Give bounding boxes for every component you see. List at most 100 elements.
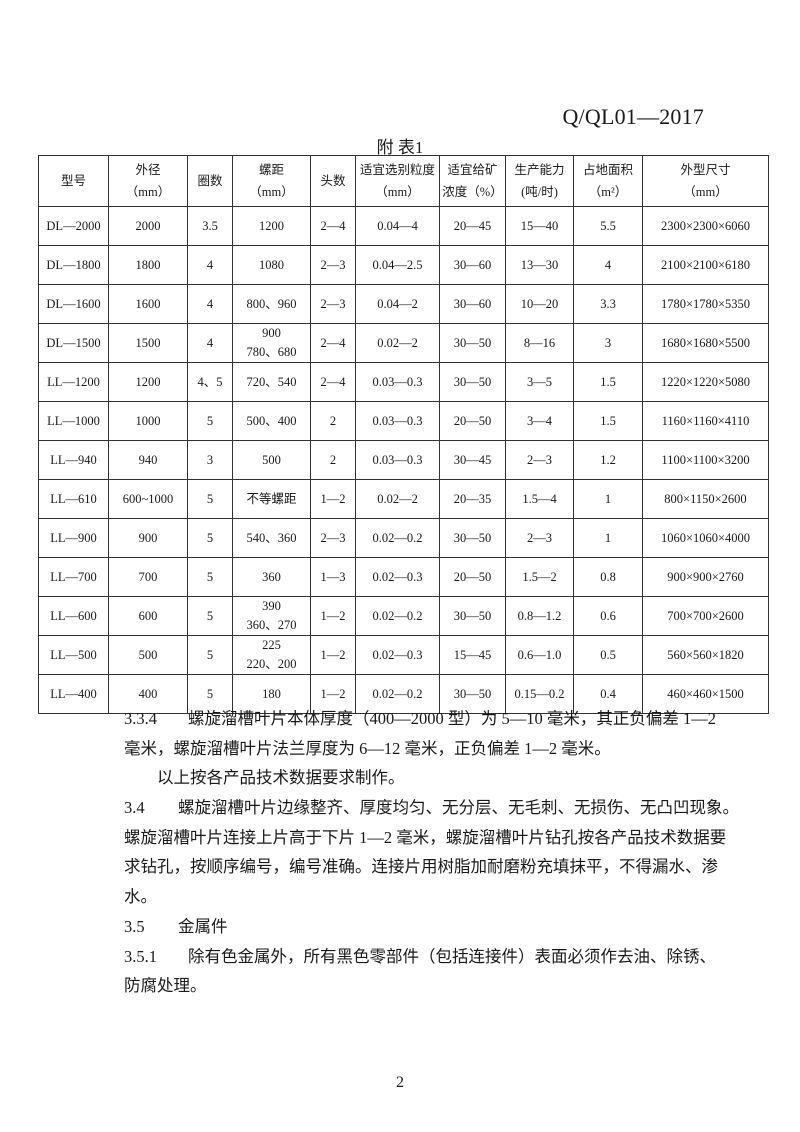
- table-cell: 500: [232, 440, 311, 480]
- table-cell: 3: [187, 440, 233, 480]
- table-cell: LL—1200: [38, 362, 109, 402]
- table-cell: 5: [187, 479, 233, 519]
- table-cell: 1200: [232, 206, 311, 246]
- column-header-line: 外型尺寸: [680, 163, 731, 177]
- table-cell: LL—940: [38, 440, 109, 480]
- column-header-line: 螺距: [258, 163, 284, 177]
- table-cell: 500、400: [232, 401, 311, 441]
- table-cell: LL—600: [38, 596, 109, 636]
- table-cell: 5.5: [573, 206, 643, 246]
- table-cell: 2—4: [310, 206, 356, 246]
- section-number: 3.5.1: [124, 946, 157, 966]
- column-header-line: 型号: [60, 174, 86, 188]
- table-caption: 附 表1: [376, 138, 424, 157]
- table-cell: 1160×1160×4110: [642, 401, 769, 441]
- table-cell: 540、360: [232, 518, 311, 558]
- table-cell: 0.6—1.0: [505, 635, 574, 675]
- table-cell: 3: [573, 323, 643, 363]
- text-line: 求钻孔，按顺序编号，编号准确。连接片用树脂加耐磨粉充填抹平，不得漏水、渗: [124, 852, 718, 882]
- table-cell: 390 360、270: [232, 596, 311, 636]
- table-cell: 1000: [108, 401, 188, 441]
- text-line: 防腐处理。: [124, 971, 708, 1001]
- table-cell: 2—3: [505, 440, 574, 480]
- table-cell: DL—1500: [38, 323, 109, 363]
- section-number: 3.4: [124, 798, 145, 818]
- line-text: 毫米，螺旋溜槽叶片法兰厚度为 6—12 毫米，正负偏差 1—2 毫米。: [124, 738, 611, 758]
- table-row: LL—500 500 5 225 220、200 1—2 0.02—0.3 15—45 0.6…: [38, 635, 769, 675]
- table-row: LL—610 600~1000 5 不等螺距 1—2 0.02—2 20—35 1.5—4 1 8…: [38, 479, 769, 519]
- column-header-line: 适宜选别粒度: [359, 163, 435, 177]
- table-header-row: 型号 外径 （mm） 圈数 螺距 （mm） 头数 适宜选别粒度 （mm） 适宜给矿 浓度（%） 生产能…: [38, 155, 769, 207]
- table-cell: 2—3: [310, 284, 356, 324]
- table-cell: 800、960: [232, 284, 311, 324]
- table-cell: 1080: [232, 245, 311, 285]
- table-cell: LL—610: [38, 479, 109, 519]
- table-cell: 0.02—0.2: [355, 596, 440, 636]
- table-cell: 不等螺距: [232, 479, 311, 519]
- body-text: 3.3.4 螺旋溜槽叶片本体厚度（400—2000 型）为 5—10 毫米，其正负…: [124, 704, 739, 1001]
- table-cell: LL—700: [38, 557, 109, 597]
- table-cell: 1.5—4: [505, 479, 574, 519]
- table-cell: 20—50: [439, 401, 506, 441]
- table-cell: 13—30: [505, 245, 574, 285]
- table-cell: 0.03—0.3: [355, 401, 440, 441]
- line-text: 螺旋溜槽叶片本体厚度（400—2000 型）为 5—10 毫米，其正负偏差 1—…: [188, 709, 716, 728]
- table-cell: 0.04—2: [355, 284, 440, 324]
- table-cell: 30—50: [439, 518, 506, 558]
- table-cell: 225 220、200: [232, 635, 311, 675]
- column-header: 适宜给矿 浓度（%）: [439, 155, 506, 207]
- column-header-line: 圈数: [197, 174, 223, 188]
- text-line: 3.5 金属件: [124, 912, 708, 942]
- table-cell: 800×1150×2600: [642, 479, 769, 519]
- column-header: 生产能力 (吨/时): [505, 155, 574, 207]
- table-cell: LL—500: [38, 635, 109, 675]
- table-cell: 4: [573, 245, 643, 285]
- text-line: 螺旋溜槽叶片连接上片高于下片 1—2 毫米，螺旋溜槽叶片钻孔按各产品技术数据要: [124, 823, 726, 853]
- table-cell: 1.5: [573, 362, 643, 402]
- line-text: 防腐处理。: [124, 976, 207, 996]
- line-text: 金属件: [178, 916, 228, 936]
- table-cell: 2—3: [310, 245, 356, 285]
- table-cell: 1.5—2: [505, 557, 574, 597]
- table-cell: 1800: [108, 245, 188, 285]
- table-cell: 20—35: [439, 479, 506, 519]
- table-cell: 1—2: [310, 635, 356, 675]
- table-cell: 1—2: [310, 596, 356, 636]
- table-cell: 560×560×1820: [642, 635, 769, 675]
- table-cell: DL—1800: [38, 245, 109, 285]
- table-cell: 4、5: [187, 362, 233, 402]
- table-cell: 3—4: [505, 401, 574, 441]
- table-cell: LL—900: [38, 518, 109, 558]
- table-cell: 2: [310, 440, 356, 480]
- table-cell: 5: [187, 596, 233, 636]
- column-header-line: (吨/时): [521, 185, 558, 199]
- table-cell: 0.03—0.3: [355, 362, 440, 402]
- section-number: 3.5: [124, 916, 145, 936]
- table-cell: 1780×1780×5350: [642, 284, 769, 324]
- table-cell: 5: [187, 635, 233, 675]
- table-cell: 20—45: [439, 206, 506, 246]
- column-header-line: （mm）: [375, 185, 420, 199]
- column-header: 适宜选别粒度 （mm）: [355, 155, 440, 207]
- table-cell: 20—50: [439, 557, 506, 597]
- table-cell: 0.03—0.3: [355, 440, 440, 480]
- table-row: LL—1000 1000 5 500、400 2 0.03—0.3 20—50 3—4 1.5 1…: [38, 401, 769, 441]
- table-cell: 1—3: [310, 557, 356, 597]
- table-row: LL—400 400 5 180 1—2 0.02—0.2 30—50 0.15—0.2 0.4…: [38, 674, 769, 714]
- table-cell: 2—3: [505, 518, 574, 558]
- page-number: 2: [396, 1074, 404, 1091]
- column-header-line: 外径: [135, 163, 161, 177]
- line-text: 以上按各产品技术数据要求制作。: [157, 768, 405, 788]
- table-cell: 15—40: [505, 206, 574, 246]
- table-cell: 600: [108, 596, 188, 636]
- column-header-line: 浓度（%）: [442, 185, 503, 199]
- column-header-line: （m²）: [588, 185, 628, 199]
- table-cell: 0.15—0.2: [505, 674, 574, 714]
- table-cell: 1—2: [310, 479, 356, 519]
- table-cell: LL—400: [38, 674, 109, 714]
- column-header: 外型尺寸 （mm）: [642, 155, 769, 207]
- standard-code: Q/QL01—2017: [562, 104, 704, 129]
- table-cell: 1100×1100×3200: [642, 440, 769, 480]
- line-text: 求钻孔，按顺序编号，编号准确。连接片用树脂加耐磨粉充填抹平，不得漏水、渗: [124, 857, 718, 877]
- table-cell: 2—4: [310, 323, 356, 363]
